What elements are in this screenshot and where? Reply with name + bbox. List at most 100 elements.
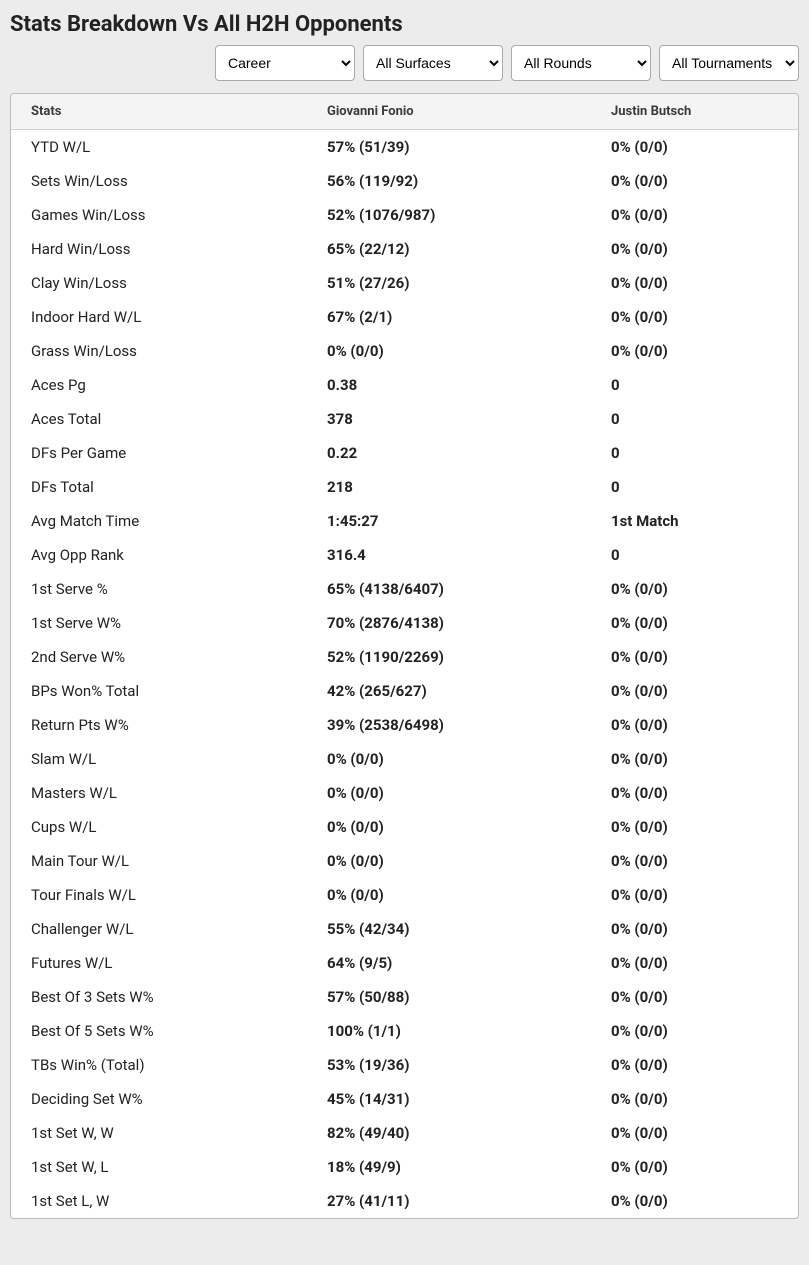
stat-label: Best Of 5 Sets W%: [11, 1014, 307, 1048]
stat-label: Hard Win/Loss: [11, 232, 307, 266]
stat-label: Return Pts W%: [11, 708, 307, 742]
stat-value-player1: 0% (0/0): [307, 742, 591, 776]
stat-label: Slam W/L: [11, 742, 307, 776]
table-row: 1st Set L, W27% (41/11)0% (0/0): [11, 1184, 798, 1218]
table-row: YTD W/L57% (51/39)0% (0/0): [11, 130, 798, 165]
stat-value-player2: 0% (0/0): [591, 980, 798, 1014]
table-row: DFs Total2180: [11, 470, 798, 504]
stat-label: 1st Set L, W: [11, 1184, 307, 1218]
filters-bar: Career All Surfaces All Rounds All Tourn…: [0, 45, 809, 93]
stat-label: Grass Win/Loss: [11, 334, 307, 368]
stat-value-player2: 0% (0/0): [591, 742, 798, 776]
stat-value-player1: 57% (51/39): [307, 130, 591, 165]
stat-value-player2: 0% (0/0): [591, 844, 798, 878]
stat-value-player2: 0% (0/0): [591, 266, 798, 300]
stat-value-player2: 0: [591, 436, 798, 470]
table-row: TBs Win% (Total)53% (19/36)0% (0/0): [11, 1048, 798, 1082]
table-row: 1st Serve %65% (4138/6407)0% (0/0): [11, 572, 798, 606]
page-title: Stats Breakdown Vs All H2H Opponents: [0, 0, 809, 45]
stat-value-player2: 0% (0/0): [591, 606, 798, 640]
stats-table-container: Stats Giovanni Fonio Justin Butsch YTD W…: [10, 93, 799, 1219]
table-row: BPs Won% Total42% (265/627)0% (0/0): [11, 674, 798, 708]
stat-value-player2: 0: [591, 538, 798, 572]
stats-table: Stats Giovanni Fonio Justin Butsch YTD W…: [11, 94, 798, 1218]
stat-value-player1: 82% (49/40): [307, 1116, 591, 1150]
stat-value-player2: 0% (0/0): [591, 708, 798, 742]
table-row: Sets Win/Loss56% (119/92)0% (0/0): [11, 164, 798, 198]
stat-value-player2: 1st Match: [591, 504, 798, 538]
table-row: 1st Set W, L18% (49/9)0% (0/0): [11, 1150, 798, 1184]
table-row: Return Pts W%39% (2538/6498)0% (0/0): [11, 708, 798, 742]
table-row: Best Of 3 Sets W%57% (50/88)0% (0/0): [11, 980, 798, 1014]
stat-label: Clay Win/Loss: [11, 266, 307, 300]
stat-label: Indoor Hard W/L: [11, 300, 307, 334]
stat-value-player2: 0% (0/0): [591, 1150, 798, 1184]
table-row: Futures W/L64% (9/5)0% (0/0): [11, 946, 798, 980]
stat-value-player2: 0: [591, 470, 798, 504]
stat-label: 1st Set W, W: [11, 1116, 307, 1150]
stat-value-player2: 0: [591, 402, 798, 436]
stat-value-player1: 57% (50/88): [307, 980, 591, 1014]
stat-value-player1: 316.4: [307, 538, 591, 572]
stat-value-player2: 0% (0/0): [591, 572, 798, 606]
filter-rounds-select[interactable]: All Rounds: [511, 45, 651, 81]
stat-value-player1: 70% (2876/4138): [307, 606, 591, 640]
stat-value-player1: 0% (0/0): [307, 334, 591, 368]
stat-label: Challenger W/L: [11, 912, 307, 946]
stat-value-player2: 0% (0/0): [591, 912, 798, 946]
stat-value-player2: 0% (0/0): [591, 232, 798, 266]
filter-career-select[interactable]: Career: [215, 45, 355, 81]
stat-label: Best Of 3 Sets W%: [11, 980, 307, 1014]
table-row: Masters W/L0% (0/0)0% (0/0): [11, 776, 798, 810]
stat-value-player2: 0% (0/0): [591, 674, 798, 708]
column-header-player1: Giovanni Fonio: [307, 94, 591, 130]
filter-surfaces-select[interactable]: All Surfaces: [363, 45, 503, 81]
stat-value-player1: 100% (1/1): [307, 1014, 591, 1048]
table-row: Avg Match Time1:45:271st Match: [11, 504, 798, 538]
stat-label: 1st Serve W%: [11, 606, 307, 640]
stat-value-player1: 65% (4138/6407): [307, 572, 591, 606]
stat-label: Avg Match Time: [11, 504, 307, 538]
stat-label: YTD W/L: [11, 130, 307, 165]
table-row: Avg Opp Rank316.40: [11, 538, 798, 572]
stat-label: Tour Finals W/L: [11, 878, 307, 912]
stat-value-player1: 0% (0/0): [307, 844, 591, 878]
stat-value-player1: 67% (2/1): [307, 300, 591, 334]
stat-value-player1: 51% (27/26): [307, 266, 591, 300]
stat-value-player1: 52% (1190/2269): [307, 640, 591, 674]
stat-value-player1: 42% (265/627): [307, 674, 591, 708]
table-row: Clay Win/Loss51% (27/26)0% (0/0): [11, 266, 798, 300]
stat-value-player2: 0% (0/0): [591, 1082, 798, 1116]
stat-value-player2: 0% (0/0): [591, 878, 798, 912]
stat-label: DFs Per Game: [11, 436, 307, 470]
column-header-stats: Stats: [11, 94, 307, 130]
column-header-player2: Justin Butsch: [591, 94, 798, 130]
stat-value-player2: 0% (0/0): [591, 946, 798, 980]
table-row: DFs Per Game0.220: [11, 436, 798, 470]
stat-label: BPs Won% Total: [11, 674, 307, 708]
table-row: Aces Total3780: [11, 402, 798, 436]
table-row: Aces Pg0.380: [11, 368, 798, 402]
stat-value-player1: 0% (0/0): [307, 776, 591, 810]
stat-value-player1: 64% (9/5): [307, 946, 591, 980]
stat-label: 1st Serve %: [11, 572, 307, 606]
stat-label: 2nd Serve W%: [11, 640, 307, 674]
stat-label: Sets Win/Loss: [11, 164, 307, 198]
table-row: 1st Serve W%70% (2876/4138)0% (0/0): [11, 606, 798, 640]
table-row: Tour Finals W/L0% (0/0)0% (0/0): [11, 878, 798, 912]
table-row: Slam W/L0% (0/0)0% (0/0): [11, 742, 798, 776]
stat-value-player1: 0.22: [307, 436, 591, 470]
stat-label: Main Tour W/L: [11, 844, 307, 878]
table-row: Indoor Hard W/L67% (2/1)0% (0/0): [11, 300, 798, 334]
stat-value-player2: 0% (0/0): [591, 198, 798, 232]
stat-label: Futures W/L: [11, 946, 307, 980]
stat-value-player2: 0% (0/0): [591, 1014, 798, 1048]
stat-value-player1: 0.38: [307, 368, 591, 402]
stat-label: Deciding Set W%: [11, 1082, 307, 1116]
filter-tournaments-select[interactable]: All Tournaments: [659, 45, 799, 81]
stat-value-player1: 39% (2538/6498): [307, 708, 591, 742]
stat-value-player2: 0% (0/0): [591, 776, 798, 810]
table-row: Grass Win/Loss0% (0/0)0% (0/0): [11, 334, 798, 368]
stat-label: Aces Total: [11, 402, 307, 436]
stat-value-player2: 0% (0/0): [591, 1048, 798, 1082]
